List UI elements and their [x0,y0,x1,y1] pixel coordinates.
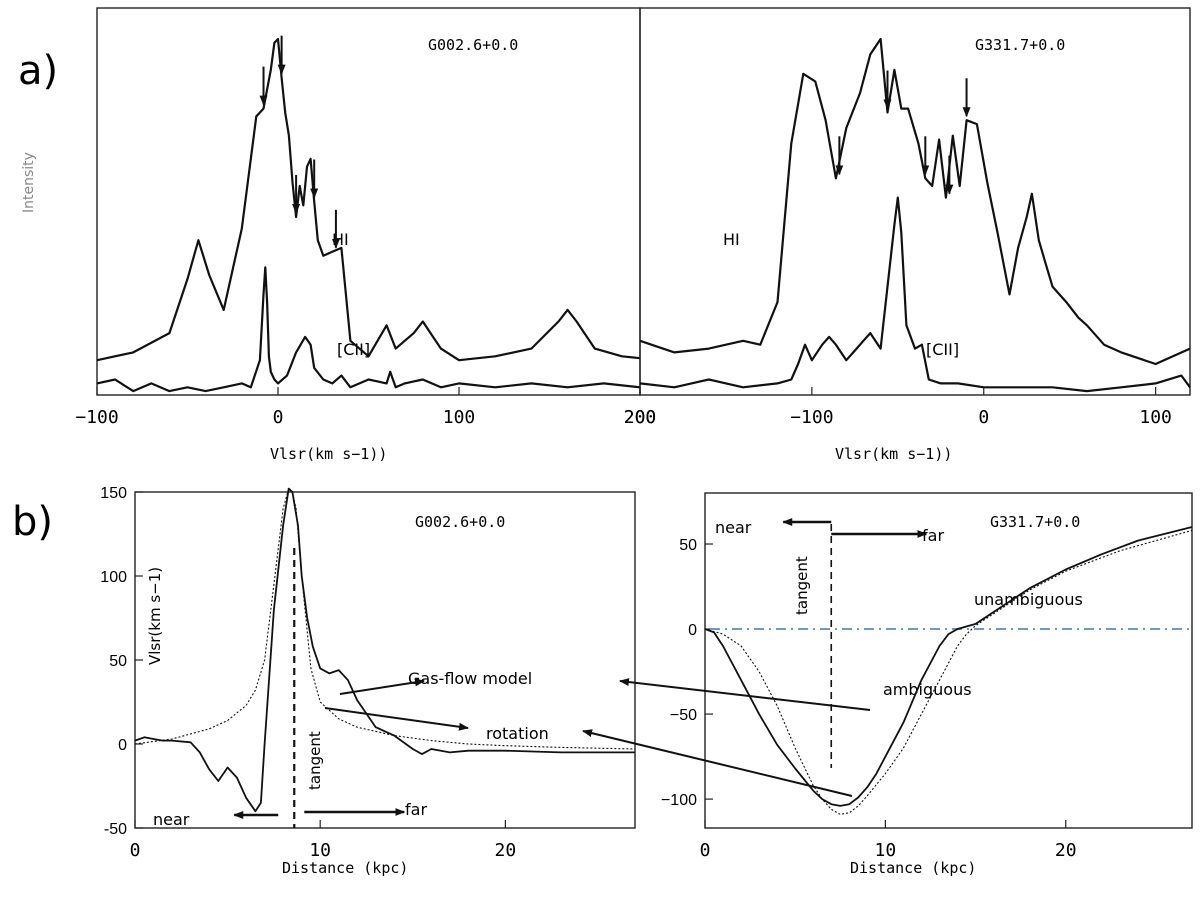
annotation-unambiguous: unambiguous [974,590,1083,609]
series-hi-a-left [96,37,641,362]
xlabel-b-left: Distance (kpc) [282,859,408,877]
y-tick-label-b-left: 100 [100,569,127,586]
x-tick-label-a-right: 0 [978,407,989,428]
series-gas-flow-model-b-right [704,526,1193,807]
x-tick-label-a-left: −100 [75,407,118,428]
chart-b-left: G002.6+0.0 Distance (kpc) Vlsr(km s−1) t… [100,485,636,877]
annotation-near-b-left: near [153,810,190,829]
arrow-gas-flow-left [339,678,425,695]
panel-b-label: b) [12,499,53,545]
x-tick-label-a-right: −100 [790,407,833,428]
annotation-far-b-left: far [405,800,427,819]
x-tick-label-b-left: 0 [130,840,141,861]
xlabel-b-right: Distance (kpc) [850,859,976,877]
series-rotation-b-right [704,529,1193,815]
y-tick-label-b-left: 50 [109,653,127,670]
xlabel-a-right: Vlsr(km s−1)) [835,445,952,463]
arrow-rotation-left [324,707,469,731]
x-tick-label-b-right: 0 [700,840,711,861]
panel-a-label: a) [18,48,58,94]
x-tick-label-a-left: 200 [624,407,657,428]
x-tick-label-a-right: 100 [1139,407,1172,428]
x-tick-label-b-right: 10 [875,840,897,861]
x-tick-label-b-left: 10 [309,840,331,861]
chart-a-right: G331.7+0.0 Vlsr(km s−1)) HI [CII] 200 −10… [624,7,1191,463]
y-tick-label-b-right: 0 [688,622,697,639]
annotation-far-b-right: far [922,526,944,545]
ylabel-b-left: Vlsr(km s−1) [146,567,164,665]
title-b-right: G331.7+0.0 [990,513,1080,531]
arrow-gas-flow-right [619,678,871,711]
series-rotation-b-left [134,488,636,750]
title-a-left: G002.6+0.0 [428,36,518,54]
plot-frame-b-left [134,491,636,829]
annotation-hi-a-right: HI [723,230,740,249]
annotation-ambiguous: ambiguous [883,680,972,699]
x-tick-label-b-right: 20 [1055,840,1077,861]
annotation-gas-flow: Gas-flow model [408,669,532,688]
annotation-arrows [324,678,871,797]
x-tick-label-a-left: 100 [443,407,476,428]
y-tick-label-b-left: 150 [100,485,127,502]
x-tick-label-b-left: 20 [495,840,517,861]
annotation-near-b-right: near [715,518,752,537]
series--cii--a-right [639,196,1191,393]
chart-a-left: Intensity G002.6+0.0 Vlsr(km s−1)) HI [C… [21,7,657,463]
chart-b-right: G331.7+0.0 Distance (kpc) tangent near f… [661,492,1193,877]
series--cii--a-left [96,266,641,393]
plot-frame-a-left [96,7,641,396]
annotation-rotation: rotation [486,724,549,743]
annotation-hi-a-left: HI [332,230,349,249]
y-tick-label-b-left: -50 [104,821,127,838]
y-tick-label-b-right: −50 [670,707,697,724]
title-b-left: G002.6+0.0 [415,513,505,531]
title-a-right: G331.7+0.0 [975,36,1065,54]
arrow-rotation-right [582,729,853,797]
xlabel-a-left: Vlsr(km s−1)) [270,445,387,463]
series-hi-a-right [639,37,1191,366]
annotation-tangent-b-left: tangent [306,731,324,790]
ylabel-a-left: Intensity [21,152,37,213]
plot-frame-a-right [639,7,1191,396]
annotation-cii-a-right: [CII] [926,340,959,359]
x-tick-label-a-right: 200 [624,407,657,428]
y-tick-label-b-right: −100 [661,792,697,809]
y-tick-label-b-right: 50 [679,537,697,554]
series-gas-flow-model-b-left [134,487,635,813]
x-tick-label-a-left: 0 [273,407,284,428]
annotation-tangent-b-right: tangent [793,556,811,615]
annotation-cii-a-left: [CII] [337,340,370,359]
plot-frame-b-right [704,492,1193,829]
y-tick-label-b-left: 0 [118,737,127,754]
